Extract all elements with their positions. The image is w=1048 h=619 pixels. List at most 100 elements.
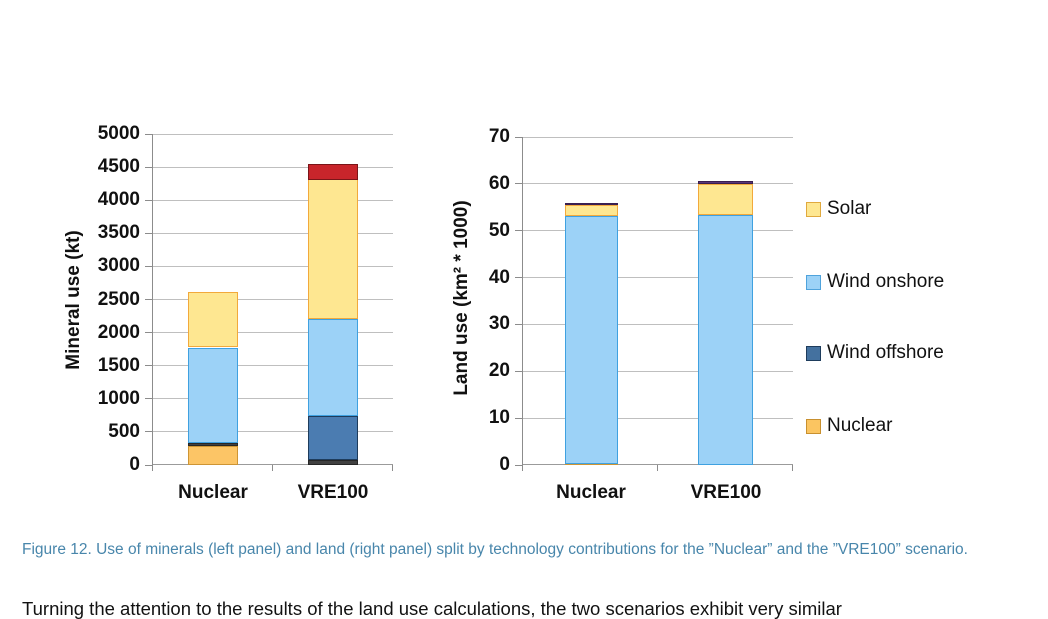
y-tick-label: 500: [108, 420, 140, 442]
y-tick-label: 1000: [97, 387, 140, 409]
y-axis-line: [152, 134, 153, 466]
gridline: [523, 183, 793, 185]
gridline: [153, 166, 393, 168]
bar-segment-solar: [308, 179, 358, 319]
y-tick-label: 3500: [97, 222, 140, 244]
gridline: [153, 133, 393, 135]
bar-segment-nuclear: [188, 446, 238, 465]
legend-item-nuclear: Nuclear: [806, 415, 892, 437]
bar-segment-wind-onshore: [308, 319, 358, 416]
bar-segment-wind-onshore: [565, 216, 618, 464]
gridline: [523, 417, 793, 419]
bar-segment-solar: [565, 205, 618, 216]
y-axis-tick: [145, 398, 153, 400]
y-tick-label: 30: [488, 313, 510, 335]
gridline: [153, 232, 393, 234]
x-axis-line: [523, 464, 793, 465]
y-axis-tick: [515, 370, 523, 372]
plot-area: [523, 136, 793, 465]
y-tick-label: 60: [488, 172, 510, 194]
y-axis-tick: [515, 277, 523, 279]
y-axis-tick: [145, 299, 153, 300]
legend-swatch-icon: [806, 345, 821, 361]
y-axis-tick: [145, 332, 153, 334]
y-tick-label: 4000: [97, 189, 140, 211]
gridline: [153, 265, 393, 267]
y-tick-label: 50: [488, 219, 510, 241]
x-axis-tick: [392, 465, 393, 471]
y-tick-label: 0: [499, 454, 510, 475]
legend-label: Solar: [827, 198, 872, 219]
bar-segment-unlabeled-purple-segment: [698, 181, 753, 184]
y-tick-label: 2500: [97, 288, 140, 310]
y-tick-label: 20: [488, 360, 510, 382]
y-axis-tick: [145, 199, 153, 201]
gridline: [153, 398, 393, 400]
y-tick-label: 2000: [97, 321, 140, 343]
y-axis-tick: [145, 464, 153, 466]
y-axis-tick: [515, 136, 523, 138]
x-axis-tick: [657, 465, 658, 471]
gridline: [153, 199, 393, 201]
y-axis-tick: [515, 230, 523, 232]
x-axis-line: [153, 464, 393, 465]
x-axis-tick: [792, 465, 793, 471]
gridline: [153, 365, 393, 367]
legend-swatch-icon: [806, 201, 821, 217]
y-axis-tick: [145, 166, 153, 168]
y-axis-tick: [145, 431, 153, 433]
y-tick-label: 1500: [97, 354, 140, 376]
y-axis-tick: [515, 183, 523, 185]
plot-area: [153, 133, 393, 465]
gridline: [153, 299, 393, 300]
category-label: Nuclear: [178, 482, 248, 503]
legend-swatch-icon: [806, 274, 821, 290]
gridline: [523, 370, 793, 372]
bar-segment-wind-offshore: [308, 416, 358, 460]
stacked-bar-vre100: [308, 134, 358, 465]
y-axis-tick: [145, 232, 153, 234]
category-label: VRE100: [690, 482, 762, 503]
legend-item-solar: Solar: [806, 198, 871, 220]
stacked-bar-nuclear: [565, 137, 618, 465]
y-axis-tick: [515, 464, 523, 466]
gridline: [523, 136, 793, 138]
gridline: [523, 323, 793, 325]
legend-swatch-icon: [806, 418, 821, 434]
bar-segment-unlabeled-dark-segment: [308, 460, 358, 465]
bar-segment-unlabeled-dark-segment: [188, 443, 238, 446]
stacked-bar-vre100: [698, 137, 753, 465]
gridline: [523, 230, 793, 232]
bar-segment-unlabeled-purple-segment: [565, 203, 618, 205]
gridline: [153, 431, 393, 433]
bar-segment-solar: [698, 184, 753, 215]
legend-label: Wind offshore: [827, 342, 944, 363]
legend-item-wind-onshore: Wind onshore: [806, 271, 944, 293]
y-axis-tick: [145, 365, 153, 367]
x-axis-tick: [152, 465, 153, 471]
y-axis-line: [522, 137, 523, 466]
legend-label: Wind onshore: [827, 271, 945, 292]
y-tick-label: 3000: [97, 255, 140, 277]
x-axis-tick: [522, 465, 523, 471]
figure-caption: Figure 12. Use of minerals (left panel) …: [22, 541, 968, 558]
y-axis-tick: [145, 133, 153, 135]
category-label: Nuclear: [556, 482, 626, 503]
bar-segment-unlabeled-red-segment: [308, 164, 358, 180]
y-tick-label: 4500: [97, 156, 140, 178]
category-label: VRE100: [297, 482, 369, 503]
y-tick-label: 40: [488, 266, 510, 288]
y-tick-label: 70: [488, 126, 510, 147]
x-axis-tick: [272, 465, 273, 471]
gridline: [523, 277, 793, 279]
bar-segment-solar: [188, 292, 238, 347]
y-axis-tick: [515, 417, 523, 419]
y-tick-label: 5000: [97, 123, 140, 144]
y-tick-label: 10: [488, 407, 510, 429]
stacked-bar-nuclear: [188, 134, 238, 465]
bar-segment-wind-onshore: [698, 215, 753, 465]
y-axis-tick: [145, 265, 153, 267]
bar-segment-wind-onshore: [188, 348, 238, 443]
gridline: [153, 332, 393, 334]
